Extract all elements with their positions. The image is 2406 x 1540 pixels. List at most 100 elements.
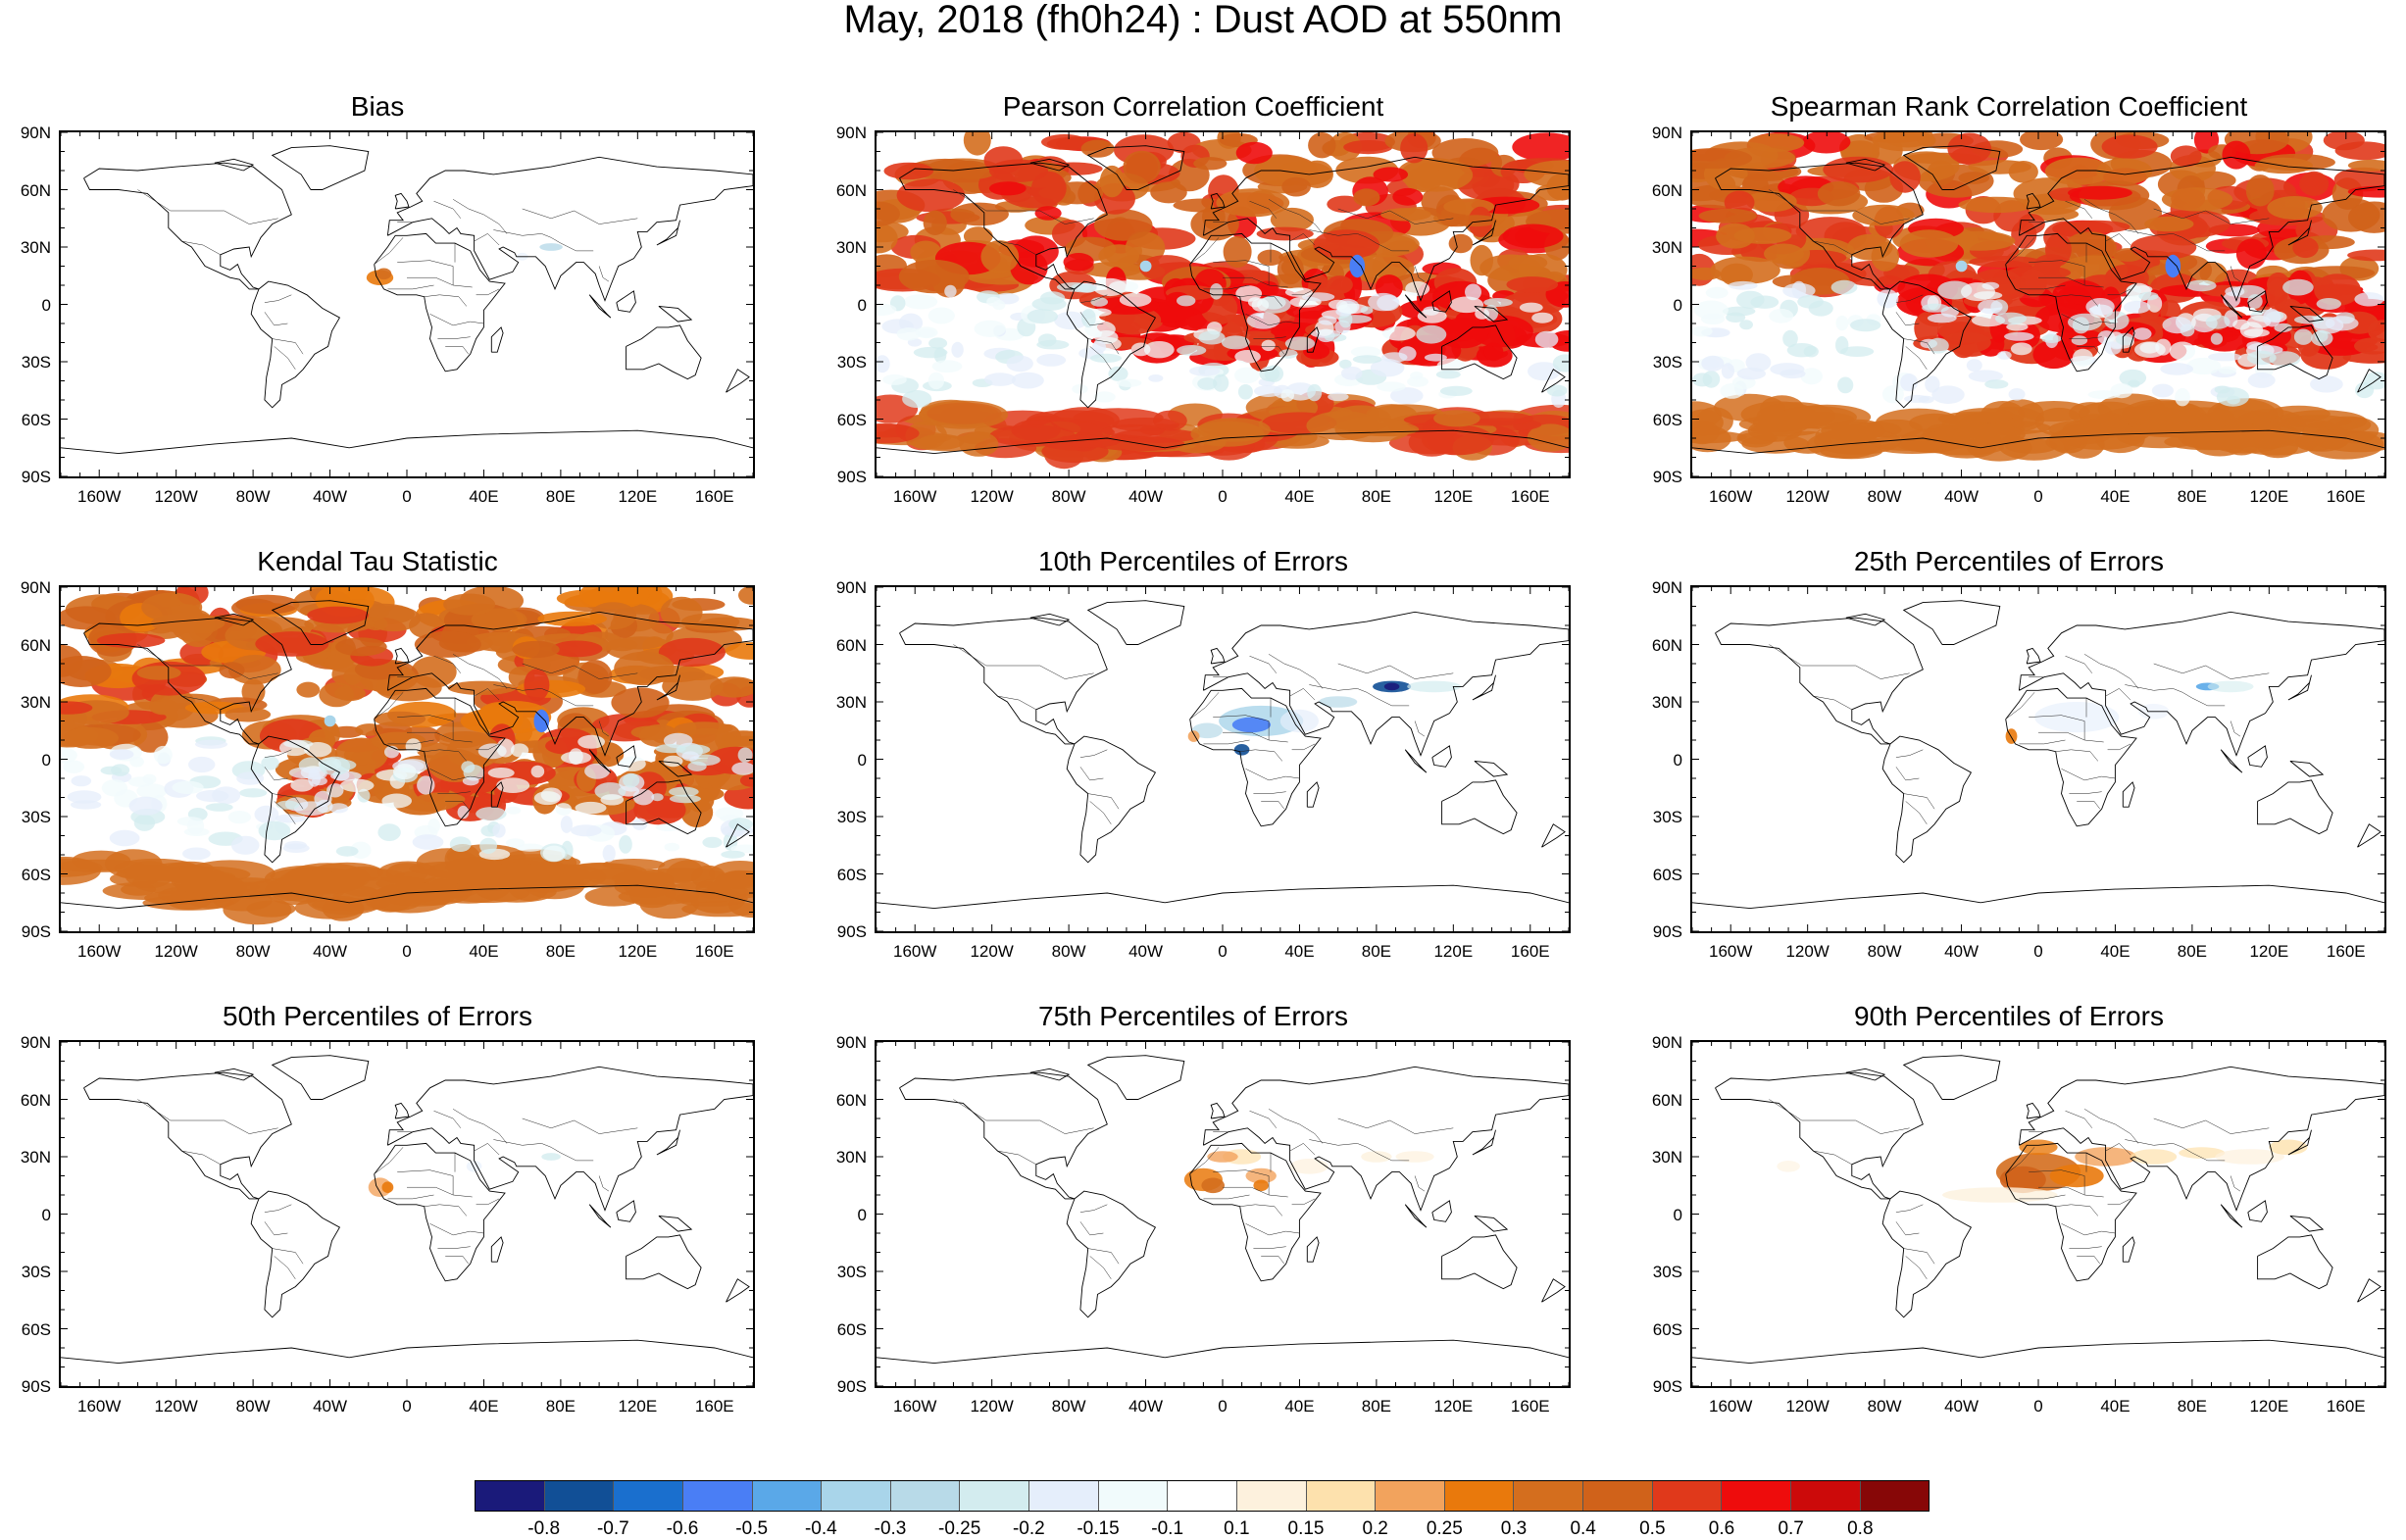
coastline bbox=[1431, 745, 1452, 768]
shading-cell bbox=[2347, 185, 2384, 198]
country-border bbox=[2230, 1175, 2241, 1192]
coastline bbox=[626, 779, 702, 835]
country-border bbox=[1291, 743, 1316, 751]
lat-label: 0 bbox=[41, 295, 51, 315]
colorbar-swatch bbox=[752, 1481, 823, 1511]
coastline bbox=[1202, 1066, 1569, 1212]
lon-label: 40W bbox=[1128, 487, 1164, 506]
lat-label: 90S bbox=[21, 468, 51, 486]
shading-cell bbox=[989, 159, 1048, 182]
colorbar-label: -0.5 bbox=[735, 1518, 769, 1539]
shading-cell bbox=[1328, 392, 1349, 402]
country-border bbox=[437, 336, 471, 339]
shading-cell bbox=[1692, 148, 1753, 169]
shading-cell bbox=[100, 766, 123, 775]
country-border bbox=[522, 1118, 638, 1134]
shading-cell bbox=[172, 780, 204, 794]
coastlines bbox=[877, 145, 1569, 455]
shading-cell bbox=[1439, 385, 1473, 396]
colorbar-swatch bbox=[1583, 1481, 1653, 1511]
lat-label: 90S bbox=[1652, 922, 1682, 941]
shading-cell bbox=[1063, 253, 1094, 272]
shading-cell bbox=[577, 734, 605, 749]
lon-label: 120W bbox=[1785, 1397, 1830, 1416]
shading-cell bbox=[374, 711, 426, 727]
country-border bbox=[2061, 1223, 2116, 1236]
shading-cell bbox=[61, 701, 93, 715]
coastline bbox=[588, 1204, 612, 1228]
shading-cell bbox=[127, 776, 154, 787]
coastline bbox=[658, 305, 693, 323]
shading-cell bbox=[1380, 208, 1431, 222]
shading-cell bbox=[1698, 208, 1757, 224]
coastlines bbox=[61, 1055, 753, 1365]
shading-cell bbox=[2218, 366, 2236, 374]
country-border bbox=[2005, 692, 2035, 720]
coastline bbox=[2026, 647, 2041, 665]
shading-cell bbox=[1955, 260, 1968, 273]
colorbar-label: 0.6 bbox=[1708, 1518, 1735, 1539]
lat-label: 90S bbox=[836, 468, 867, 486]
lon-label: 0 bbox=[1218, 487, 1228, 506]
anomaly-shading bbox=[1692, 132, 2384, 462]
axis-ticks bbox=[61, 1042, 753, 1386]
axis-ticks bbox=[877, 1042, 1569, 1386]
coastline bbox=[656, 1129, 680, 1156]
shading-cell bbox=[71, 775, 92, 787]
coastline bbox=[1029, 1068, 1071, 1081]
lon-label: 160E bbox=[694, 487, 734, 506]
coastline bbox=[2289, 760, 2325, 777]
lon-label: 160E bbox=[2326, 487, 2366, 506]
coastline bbox=[2122, 326, 2135, 353]
lat-label: 60N bbox=[20, 1090, 51, 1110]
lon-label: 40W bbox=[1944, 942, 1980, 961]
shading-cell bbox=[136, 666, 181, 680]
shading-cell bbox=[1278, 349, 1298, 359]
coastline bbox=[1692, 1339, 2384, 1365]
shading-cell bbox=[530, 765, 545, 778]
shading-cell bbox=[1271, 321, 1305, 342]
colorbar-label: -0.4 bbox=[804, 1518, 837, 1539]
shading-cell bbox=[61, 856, 101, 885]
shading-cell bbox=[1693, 300, 1729, 320]
shading-cell bbox=[737, 747, 753, 763]
shading-cell bbox=[149, 699, 179, 716]
shading-cell bbox=[919, 400, 1009, 429]
country-border bbox=[1253, 336, 1286, 339]
shading-cell bbox=[1256, 226, 1314, 241]
coastlines bbox=[1692, 600, 2384, 910]
lat-label: 60N bbox=[835, 635, 867, 655]
panel-title: 90th Percentiles of Errors bbox=[1854, 1001, 2164, 1031]
shading-cell bbox=[319, 682, 355, 708]
shading-cell bbox=[980, 240, 1020, 273]
shading-cell bbox=[1872, 132, 1936, 152]
shading-cell bbox=[2225, 286, 2245, 297]
country-border bbox=[2019, 1194, 2066, 1200]
shading-cell bbox=[1306, 411, 1379, 441]
map-frame bbox=[59, 1040, 755, 1388]
shading-cell bbox=[959, 431, 999, 457]
shading-cell bbox=[910, 240, 942, 265]
country-border bbox=[2125, 684, 2226, 707]
coastline bbox=[1474, 1215, 1509, 1232]
shading-cell bbox=[322, 896, 365, 921]
map-frame bbox=[1690, 130, 2386, 478]
lon-label: 80E bbox=[1361, 942, 1391, 961]
lon-label: 40E bbox=[1284, 1397, 1315, 1416]
shading-cell bbox=[2204, 423, 2287, 454]
shading-cell bbox=[1036, 354, 1067, 367]
lat-label: 0 bbox=[1673, 750, 1682, 770]
coastline bbox=[394, 192, 410, 210]
shading-cell bbox=[296, 681, 321, 698]
lat-label: 0 bbox=[857, 1205, 867, 1224]
colorbar-label: 0.7 bbox=[1778, 1518, 1804, 1539]
shading-cell bbox=[560, 816, 573, 833]
coastline bbox=[2026, 192, 2041, 210]
lon-label: 40E bbox=[2100, 942, 2130, 961]
lon-label: 80W bbox=[1051, 487, 1086, 506]
shading-cell bbox=[1739, 320, 1753, 330]
lat-label: 30S bbox=[836, 353, 867, 372]
shading-cell bbox=[1395, 1151, 1434, 1163]
shading-cell bbox=[427, 861, 510, 880]
coastlines bbox=[877, 1055, 1569, 1365]
